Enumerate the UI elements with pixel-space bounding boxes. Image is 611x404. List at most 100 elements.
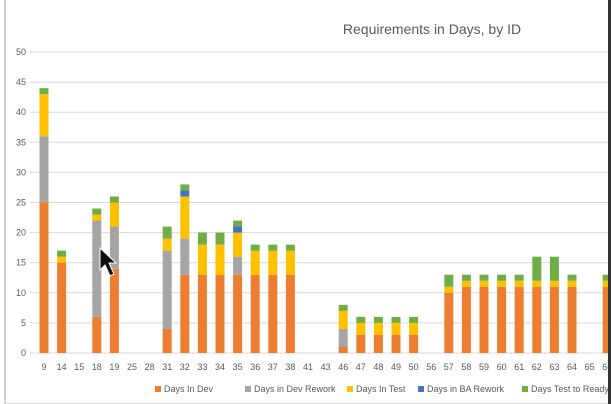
bar-segment-days-test-to-ready bbox=[549, 256, 559, 281]
bar-segment-days-in-dev bbox=[479, 286, 489, 353]
x-tick-label: 18 bbox=[92, 362, 102, 372]
x-tick-label: 60 bbox=[497, 362, 507, 372]
x-tick-label: 34 bbox=[215, 362, 225, 372]
bar-segment-days-in-test bbox=[514, 280, 524, 287]
bar-segment-days-in-test bbox=[497, 280, 507, 287]
x-tick-label: 25 bbox=[127, 362, 137, 372]
legend-label: Days in Dev Rework bbox=[254, 384, 336, 394]
bar-segment-days-in-dev bbox=[391, 334, 401, 353]
y-tick-label: 25 bbox=[16, 198, 26, 208]
x-tick-label: 46 bbox=[338, 362, 348, 372]
legend-label: Days Test to Ready bbox=[531, 384, 609, 394]
legend-label: Days In Dev bbox=[164, 384, 214, 394]
x-tick-label: 49 bbox=[391, 362, 401, 372]
bar-segment-days-test-to-ready bbox=[215, 232, 225, 245]
x-tick-label: 37 bbox=[268, 362, 278, 372]
bar-segment-days-test-to-ready bbox=[497, 274, 507, 281]
y-tick-label: 5 bbox=[21, 318, 26, 328]
x-tick-label: 14 bbox=[57, 362, 67, 372]
bar-segment-days-test-to-ready bbox=[514, 274, 524, 281]
bar-segment-days-in-test bbox=[444, 286, 454, 293]
y-tick-label: 15 bbox=[16, 258, 26, 268]
y-tick-label: 40 bbox=[16, 107, 26, 117]
bar-segment-days-test-to-ready bbox=[285, 244, 295, 251]
bar-segment-days-in-test bbox=[549, 280, 559, 287]
x-tick-label: 31 bbox=[162, 362, 172, 372]
bar-segment-days-in-test bbox=[39, 94, 49, 137]
mouse-cursor-icon bbox=[99, 246, 118, 277]
bar-segment-days-in-dev bbox=[109, 268, 119, 353]
x-tick-label: 19 bbox=[109, 362, 119, 372]
bar-segment-days-in-dev bbox=[514, 286, 524, 353]
bar-segment-days-in-test bbox=[338, 310, 348, 329]
x-tick-label: 50 bbox=[409, 362, 419, 372]
bar-segment-days-in-test bbox=[285, 250, 295, 275]
bar-segment-days-test-to-ready bbox=[92, 208, 102, 215]
bar-segment-days-in-dev-rework bbox=[109, 226, 119, 269]
x-tick-label: 47 bbox=[356, 362, 366, 372]
bar-segment-days-in-dev bbox=[373, 334, 383, 353]
bar-segment-days-in-dev bbox=[233, 274, 243, 353]
chart-title: Requirements in Days, by ID bbox=[343, 21, 521, 37]
bar-segment-days-in-test bbox=[356, 322, 366, 335]
x-tick-label: 65 bbox=[585, 362, 595, 372]
bar-segment-days-test-to-ready bbox=[479, 274, 489, 281]
y-tick-label: 50 bbox=[16, 47, 26, 57]
bar-segment-days-test-to-ready bbox=[356, 316, 366, 323]
bar-segment-days-in-test bbox=[479, 280, 489, 287]
bar-segment-days-in-dev bbox=[497, 286, 507, 353]
x-tick-label: 35 bbox=[233, 362, 243, 372]
legend-swatch bbox=[418, 386, 424, 392]
bar-segment-days-in-dev bbox=[268, 274, 278, 353]
x-tick-label: 9 bbox=[41, 362, 46, 372]
y-tick-label: 30 bbox=[16, 167, 26, 177]
x-tick-label: 43 bbox=[321, 362, 331, 372]
y-tick-label: 35 bbox=[16, 137, 26, 147]
bar-segment-days-test-to-ready bbox=[57, 250, 67, 257]
x-tick-label: 59 bbox=[479, 362, 489, 372]
bar-segment-days-test-to-ready bbox=[180, 184, 190, 191]
legend-swatch bbox=[155, 386, 161, 392]
legend-swatch bbox=[245, 386, 251, 392]
x-tick-label: 66 bbox=[602, 362, 611, 372]
bar-segment-days-in-test bbox=[268, 250, 278, 275]
bar-segment-days-in-dev bbox=[549, 286, 559, 353]
legend-swatch bbox=[522, 386, 528, 392]
bar-segment-days-test-to-ready bbox=[39, 88, 49, 95]
bar-segment-days-test-to-ready bbox=[373, 316, 383, 323]
bar-segment-days-in-dev bbox=[602, 286, 611, 353]
bar-segment-days-in-test bbox=[162, 238, 172, 251]
bar-segment-days-test-to-ready bbox=[338, 304, 348, 311]
bar-segment-days-in-ba-rework bbox=[233, 226, 243, 233]
bar-segment-days-in-test bbox=[180, 196, 190, 239]
bar-segment-days-in-dev bbox=[285, 274, 295, 353]
bar-segment-days-in-dev bbox=[532, 286, 542, 353]
bar-segment-days-in-dev-rework bbox=[92, 220, 102, 317]
bar-segment-days-in-test bbox=[215, 244, 225, 275]
bar-segment-days-test-to-ready bbox=[109, 196, 119, 203]
bar-segment-days-test-to-ready bbox=[461, 274, 471, 281]
bar-segment-days-in-dev-rework bbox=[338, 328, 348, 347]
window-edge bbox=[608, 0, 611, 404]
legend-swatch bbox=[347, 386, 353, 392]
bar-segment-days-test-to-ready bbox=[391, 316, 401, 323]
legend-label: Days In Test bbox=[356, 384, 406, 394]
bar-segment-days-in-dev bbox=[250, 274, 260, 353]
x-tick-label: 32 bbox=[180, 362, 190, 372]
bar-segment-days-in-dev bbox=[444, 292, 454, 353]
bar-segment-days-in-test bbox=[461, 280, 471, 287]
bar-segment-days-in-test bbox=[567, 280, 577, 287]
bar-segment-days-in-dev bbox=[215, 274, 225, 353]
bar-segment-days-in-test bbox=[57, 256, 67, 263]
bar-segment-days-test-to-ready bbox=[250, 244, 260, 251]
x-tick-label: 58 bbox=[461, 362, 471, 372]
bar-segment-days-test-to-ready bbox=[567, 274, 577, 281]
x-tick-label: 33 bbox=[197, 362, 207, 372]
bar-segment-days-in-test bbox=[250, 250, 260, 275]
bar-segment-days-in-test bbox=[532, 280, 542, 287]
bar-segment-days-in-ba-rework bbox=[180, 190, 190, 197]
y-tick-label: 10 bbox=[16, 288, 26, 298]
bar-segment-days-test-to-ready bbox=[409, 316, 419, 323]
x-tick-label: 57 bbox=[444, 362, 454, 372]
